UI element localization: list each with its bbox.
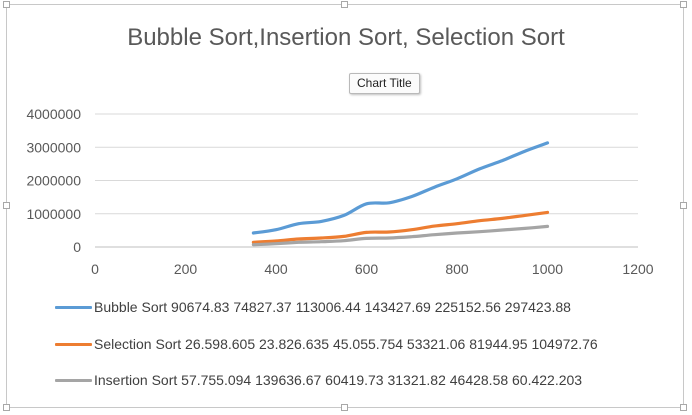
resize-handle-top-center[interactable] <box>341 1 348 8</box>
chart-title[interactable]: Bubble Sort,Insertion Sort, Selection So… <box>127 24 565 51</box>
legend-item-bubble-sort[interactable]: Bubble Sort 90674.83 74827.37 113006.44 … <box>55 297 571 317</box>
y-tick-label-1: 1000000 <box>26 206 81 222</box>
y-axis-ticks: 0 1000000 2000000 3000000 4000000 <box>26 106 81 255</box>
y-tick-label-3: 3000000 <box>26 139 81 155</box>
series-lines[interactable] <box>251 141 550 247</box>
x-tick-label-5: 1000 <box>532 261 563 277</box>
resize-handle-bottom-center[interactable] <box>341 404 348 411</box>
resize-handle-top-left[interactable] <box>3 1 10 8</box>
x-tick-label-0: 0 <box>91 261 99 277</box>
resize-handle-top-right[interactable] <box>680 1 687 8</box>
x-tick-label-3: 600 <box>355 261 379 277</box>
series-line-selection-sort[interactable] <box>251 210 550 244</box>
resize-handle-middle-left[interactable] <box>3 202 10 209</box>
x-tick-label-1: 200 <box>174 261 198 277</box>
legend-label-selection-sort: Selection Sort 26.598.605 23.826.635 45.… <box>94 336 598 352</box>
legend-label-insertion-sort: Insertion Sort 57.755.094 139636.67 6041… <box>94 372 583 388</box>
legend-item-selection-sort[interactable]: Selection Sort 26.598.605 23.826.635 45.… <box>55 334 598 354</box>
x-tick-label-2: 400 <box>264 261 288 277</box>
gridlines <box>95 113 638 248</box>
resize-handle-bottom-left[interactable] <box>3 404 10 411</box>
legend-label-bubble-sort: Bubble Sort 90674.83 74827.37 113006.44 … <box>94 299 571 315</box>
series-line-bubble-sort[interactable] <box>251 141 550 235</box>
legend-item-insertion-sort[interactable]: Insertion Sort 57.755.094 139636.67 6041… <box>55 370 582 390</box>
y-tick-label-0: 0 <box>73 239 81 255</box>
resize-handle-middle-right[interactable] <box>680 202 687 209</box>
series-line-insertion-sort[interactable] <box>251 224 550 247</box>
y-tick-label-2: 2000000 <box>26 173 81 189</box>
x-tick-label-4: 800 <box>445 261 469 277</box>
chart-frame[interactable] <box>6 4 684 408</box>
legend-swatch-insertion-sort <box>55 378 92 382</box>
x-tick-label-6: 1200 <box>622 261 653 277</box>
x-axis-ticks: 0 200 400 600 800 1000 1200 <box>91 261 654 277</box>
legend-swatch-bubble-sort <box>55 305 92 309</box>
legend-swatch-selection-sort <box>55 342 92 346</box>
chart-title-tooltip: Chart Title <box>349 73 420 94</box>
y-tick-label-4: 4000000 <box>26 106 81 122</box>
resize-handle-bottom-right[interactable] <box>680 404 687 411</box>
